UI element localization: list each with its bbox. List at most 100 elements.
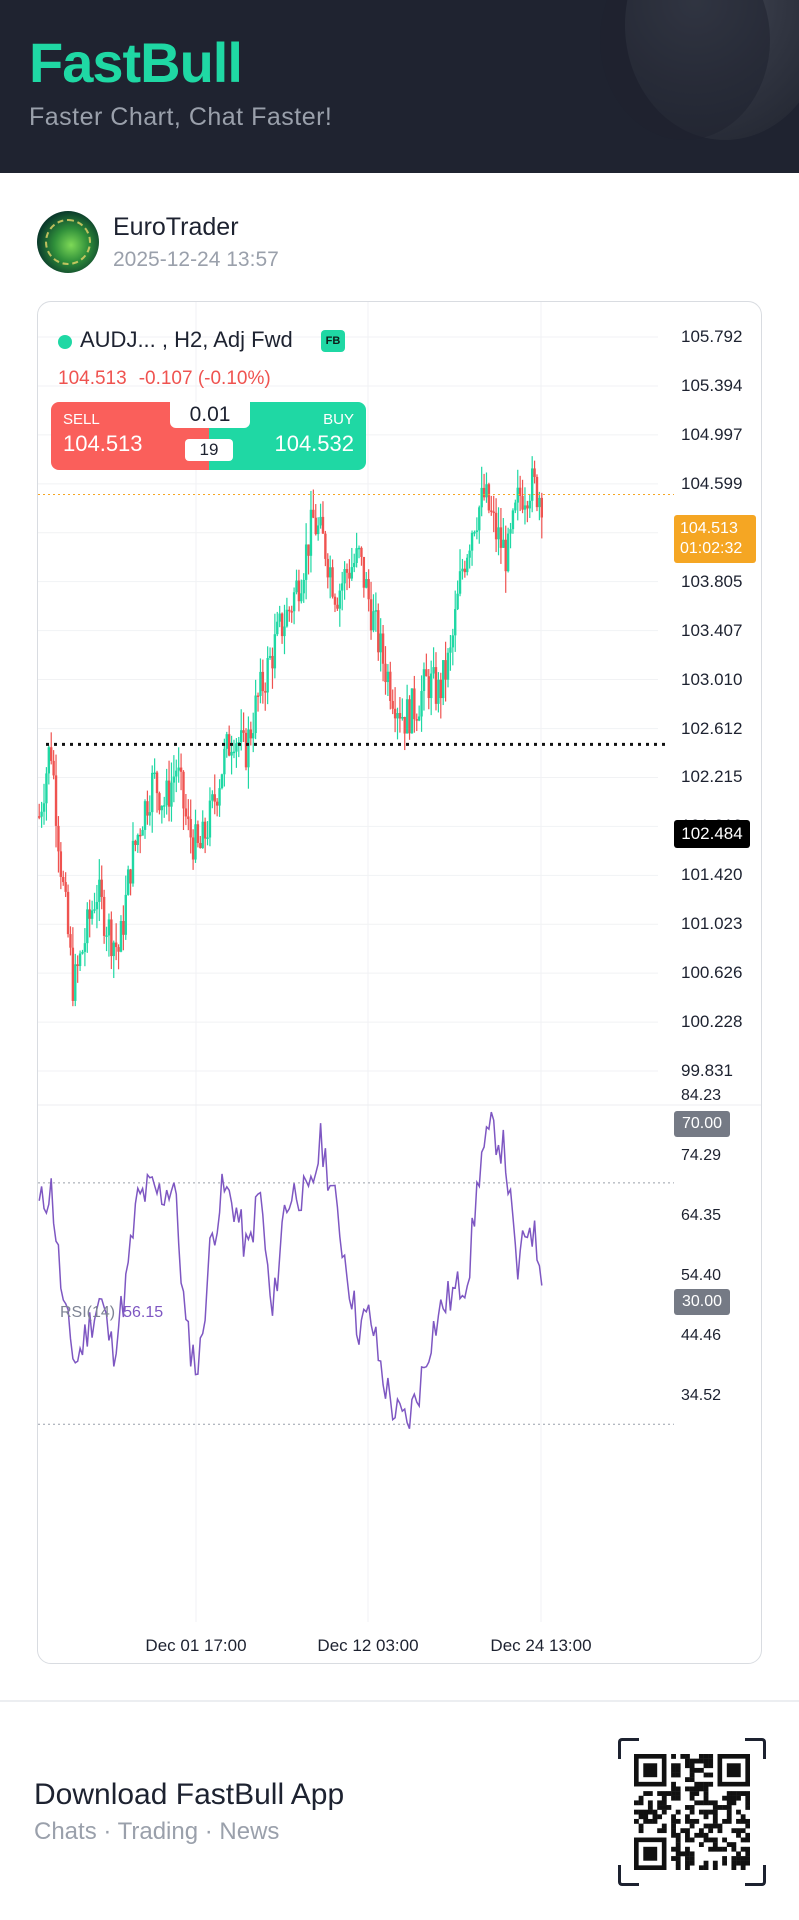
candle-body (444, 660, 447, 680)
candle-body (71, 947, 75, 1001)
candle-body (509, 529, 512, 534)
candle-body (153, 772, 156, 775)
candle-body (47, 747, 51, 774)
candle-body (240, 730, 243, 743)
candle-body (333, 596, 337, 605)
candle-body (211, 794, 214, 801)
brand-logo-text: FastBull (29, 31, 243, 94)
candle-body (42, 803, 46, 812)
candle-body (405, 699, 409, 734)
fb-badge: FB (321, 330, 345, 352)
candle-body (514, 502, 517, 511)
candle-body (348, 572, 351, 579)
candle-body (413, 688, 416, 720)
price-axis-tick: 103.010 (681, 669, 743, 689)
app-header: FastBull Faster Chart, Chat Faster! (0, 0, 799, 173)
candle-body (223, 748, 226, 775)
candle-body (420, 691, 423, 717)
candle-body (292, 592, 296, 612)
candle-body (389, 671, 392, 701)
price-axis-tick: 103.407 (681, 620, 743, 640)
symbol-title[interactable]: AUDJ... , H2, Adj Fwd (80, 327, 293, 352)
price-axis-tick: 105.792 (681, 327, 743, 346)
candle-body (422, 669, 426, 692)
candle-body (521, 496, 524, 510)
candle-body (343, 569, 346, 584)
rsi-indicator-label[interactable]: RSI(14) 56.15 (60, 1304, 163, 1322)
candle-body (45, 773, 48, 804)
candle-body (215, 801, 219, 806)
divider (0, 1700, 799, 1702)
candle-body (345, 569, 349, 573)
rsi-axis-tick: 74.29 (681, 1146, 722, 1164)
candle-body (276, 621, 279, 635)
candle-body (326, 558, 329, 578)
candle-body (131, 840, 135, 884)
candle-body (122, 920, 125, 935)
chart-card[interactable]: AUDJ... , H2, Adj Fwd FB 104.513 -0.107 (… (37, 301, 762, 1664)
candle-body (446, 652, 450, 680)
current-price-value: 104.513 (680, 520, 738, 537)
candle-body (470, 532, 474, 551)
candle-body (328, 567, 332, 578)
candle-body (417, 716, 421, 721)
candle-body (285, 609, 289, 627)
candle-body (167, 780, 171, 807)
candle-body (50, 747, 53, 761)
user-avatar[interactable] (37, 211, 99, 273)
rsi-axis-tick: 84.23 (681, 1087, 722, 1104)
candle-body (415, 719, 418, 721)
buy-button[interactable]: BUY 104.532 (209, 402, 366, 470)
candle-body (179, 767, 183, 772)
candle-body (526, 505, 529, 509)
candle-body (40, 811, 43, 817)
qr-code[interactable] (618, 1738, 766, 1886)
candle-body (136, 834, 139, 846)
candle-countdown: 01:02:32 (680, 540, 743, 557)
candle-body (194, 824, 197, 860)
candle-body (492, 511, 495, 514)
candle-body (62, 876, 65, 883)
candle-body (466, 557, 469, 573)
candle-body (95, 901, 99, 910)
candle-body (249, 729, 253, 739)
candle-body (102, 896, 106, 936)
candle-body (490, 510, 493, 512)
price-axis-tick: 99.831 (681, 1061, 733, 1080)
candle-body (362, 556, 366, 588)
price-axis-tick: 104.599 (681, 473, 743, 493)
candle-body (88, 909, 91, 919)
candle-body (64, 882, 67, 892)
candle-body (403, 717, 406, 734)
candle-body (112, 942, 115, 957)
candle-body (191, 837, 195, 860)
candle-body (425, 669, 428, 677)
candle-body (227, 734, 231, 756)
candle-body (184, 808, 188, 817)
candle-body (434, 667, 438, 704)
post-username[interactable]: EuroTrader (113, 213, 239, 241)
candlestick-chart[interactable] (38, 302, 762, 1664)
horizontal-line-price-tag[interactable]: 102.484 (674, 820, 750, 848)
candle-body (497, 527, 500, 540)
lot-size-input[interactable]: 0.01 (170, 402, 250, 428)
price-axis-tick: 105.394 (681, 376, 743, 395)
current-price-tag: 104.513 01:02:32 (674, 515, 756, 563)
download-title[interactable]: Download FastBull App (34, 1778, 345, 1811)
candle-body (52, 760, 55, 776)
candle-body (502, 539, 505, 548)
rsi-value: 56.15 (123, 1304, 164, 1321)
candle-body (494, 512, 498, 540)
price-axis-tick: 100.626 (681, 963, 743, 983)
buy-price: 104.532 (274, 431, 354, 456)
candle-body (155, 772, 159, 794)
market-open-indicator (58, 335, 72, 349)
rsi-name: RSI(14) (60, 1304, 116, 1321)
candle-body (300, 593, 303, 602)
price-axis-tick: 104.997 (681, 424, 743, 444)
rsi-axis-tick: 34.52 (681, 1387, 722, 1404)
candle-body (206, 837, 209, 839)
candle-body (475, 530, 479, 533)
candle-body (463, 568, 467, 573)
rsi-upper-level-tag: 70.00 (674, 1111, 730, 1137)
